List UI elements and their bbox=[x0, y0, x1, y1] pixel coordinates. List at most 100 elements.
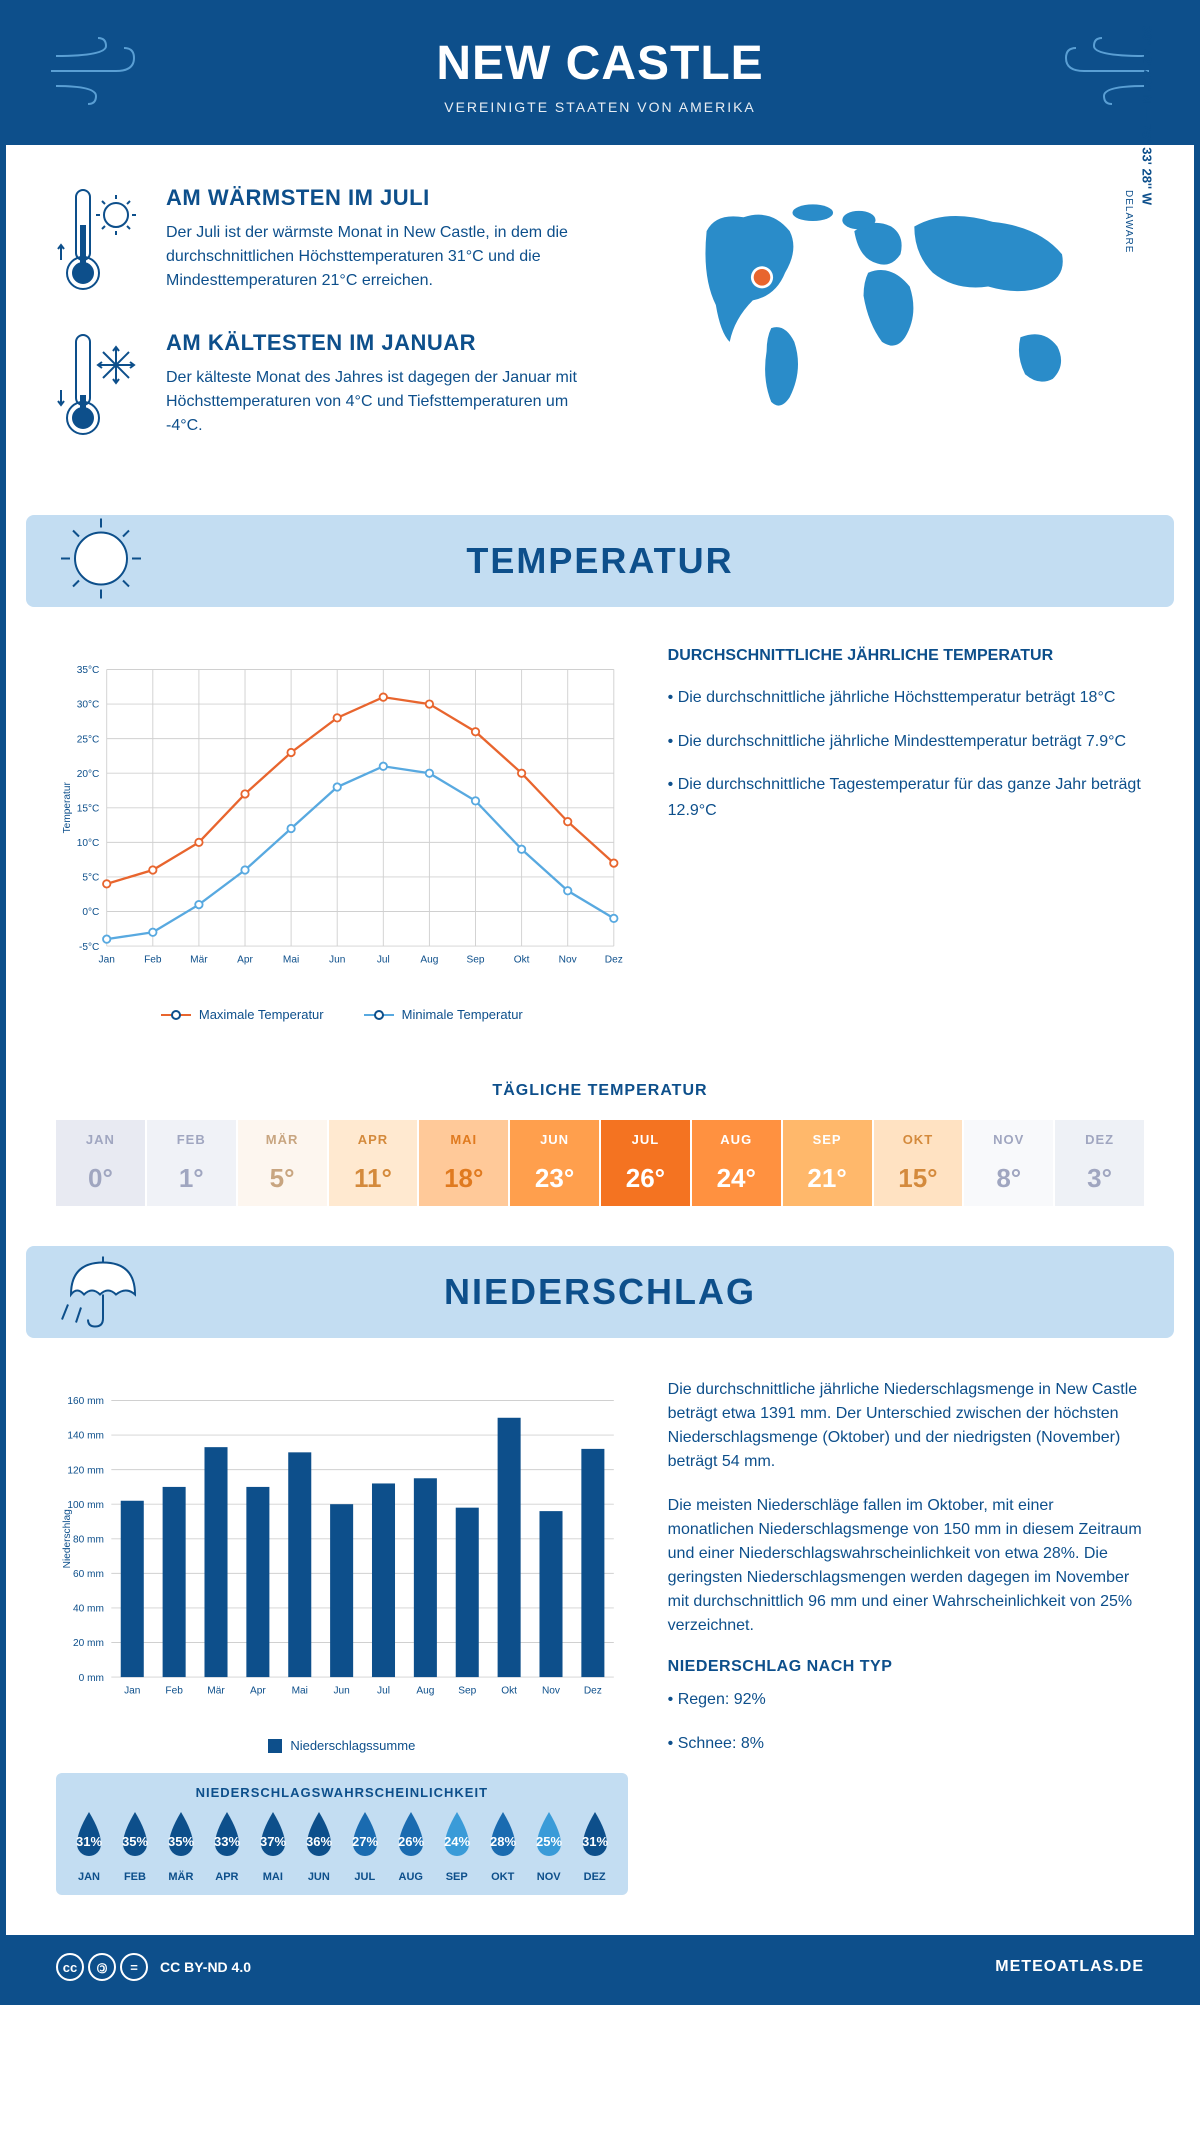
svg-text:Nov: Nov bbox=[559, 955, 578, 966]
svg-text:Okt: Okt bbox=[514, 955, 530, 966]
daily-temp-cell: DEZ3° bbox=[1055, 1120, 1144, 1206]
coordinates: 39° 42' 49'' N — 75° 33' 28'' W bbox=[1139, 26, 1154, 205]
daily-temp-cell: NOV8° bbox=[964, 1120, 1053, 1206]
svg-text:Aug: Aug bbox=[416, 1686, 434, 1697]
svg-text:80 mm: 80 mm bbox=[73, 1534, 104, 1545]
svg-text:0°C: 0°C bbox=[82, 907, 99, 918]
probability-cell: 31%DEZ bbox=[574, 1810, 616, 1883]
svg-text:Jun: Jun bbox=[329, 955, 345, 966]
svg-text:36%: 36% bbox=[306, 1834, 332, 1849]
probability-cell: 35%MÄR bbox=[160, 1810, 202, 1883]
svg-text:33%: 33% bbox=[214, 1834, 240, 1849]
daily-temp-cell: APR11° bbox=[329, 1120, 418, 1206]
warmest-text: Der Juli ist der wärmste Monat in New Ca… bbox=[166, 221, 580, 293]
probability-cell: 26%AUG bbox=[390, 1810, 432, 1883]
svg-text:28%: 28% bbox=[490, 1834, 516, 1849]
precip-type-1: • Regen: 92% bbox=[668, 1688, 1144, 1712]
infographic-container: NEW CASTLE VEREINIGTE STAATEN VON AMERIK… bbox=[0, 0, 1200, 2005]
daily-temp-title: TÄGLICHE TEMPERATUR bbox=[56, 1082, 1144, 1100]
probability-cell: 33%APR bbox=[206, 1810, 248, 1883]
coldest-title: AM KÄLTESTEN IM JANUAR bbox=[166, 330, 580, 356]
svg-text:Nov: Nov bbox=[542, 1686, 561, 1697]
probability-cell: 24%SEP bbox=[436, 1810, 478, 1883]
header: NEW CASTLE VEREINIGTE STAATEN VON AMERIK… bbox=[6, 6, 1194, 145]
svg-text:27%: 27% bbox=[352, 1834, 378, 1849]
svg-text:35°C: 35°C bbox=[77, 665, 100, 676]
svg-text:31%: 31% bbox=[76, 1834, 102, 1849]
svg-text:Mär: Mär bbox=[190, 955, 208, 966]
svg-text:-5°C: -5°C bbox=[79, 942, 99, 953]
svg-text:Dez: Dez bbox=[584, 1686, 602, 1697]
daily-temp-cell: MAI18° bbox=[419, 1120, 508, 1206]
daily-temp-cell: OKT15° bbox=[874, 1120, 963, 1206]
temperature-title: TEMPERATUR bbox=[76, 540, 1124, 582]
svg-text:Niederschlag: Niederschlag bbox=[62, 1509, 73, 1568]
svg-text:10°C: 10°C bbox=[77, 838, 100, 849]
svg-text:100 mm: 100 mm bbox=[67, 1500, 104, 1511]
cc-icons: cc 🄯 = bbox=[56, 1953, 148, 1981]
svg-text:24%: 24% bbox=[444, 1834, 470, 1849]
thermometer-hot-icon bbox=[56, 185, 146, 300]
legend-precip: Niederschlagssumme bbox=[268, 1738, 415, 1753]
precipitation-chart: 0 mm20 mm40 mm60 mm80 mm100 mm120 mm140 … bbox=[56, 1378, 628, 1753]
svg-text:25°C: 25°C bbox=[77, 734, 100, 745]
daily-temp-section: TÄGLICHE TEMPERATUR JAN0°FEB1°MÄR5°APR11… bbox=[6, 1062, 1194, 1246]
coldest-block: AM KÄLTESTEN IM JANUAR Der kälteste Mona… bbox=[56, 330, 580, 445]
temp-bullet-1: • Die durchschnittliche jährliche Höchst… bbox=[668, 685, 1144, 711]
svg-text:Feb: Feb bbox=[144, 955, 162, 966]
svg-text:5°C: 5°C bbox=[82, 873, 99, 884]
umbrella-icon bbox=[56, 1245, 146, 1340]
daily-temp-cell: FEB1° bbox=[147, 1120, 236, 1206]
probability-cell: 25%NOV bbox=[528, 1810, 570, 1883]
svg-text:Jun: Jun bbox=[333, 1686, 349, 1697]
svg-text:37%: 37% bbox=[260, 1834, 286, 1849]
precip-type-title: NIEDERSCHLAG NACH TYP bbox=[668, 1658, 1144, 1676]
warmest-title: AM WÄRMSTEN IM JULI bbox=[166, 185, 580, 211]
svg-text:Jan: Jan bbox=[124, 1686, 140, 1697]
svg-text:26%: 26% bbox=[398, 1834, 424, 1849]
svg-text:Apr: Apr bbox=[250, 1686, 266, 1697]
svg-text:Jan: Jan bbox=[99, 955, 115, 966]
svg-text:40 mm: 40 mm bbox=[73, 1604, 104, 1615]
site-name: METEOATLAS.DE bbox=[995, 1958, 1144, 1976]
svg-text:Sep: Sep bbox=[467, 955, 485, 966]
svg-text:15°C: 15°C bbox=[77, 803, 100, 814]
svg-text:Feb: Feb bbox=[165, 1686, 183, 1697]
svg-text:160 mm: 160 mm bbox=[67, 1396, 104, 1407]
svg-text:35%: 35% bbox=[168, 1834, 194, 1849]
probability-cell: 31%JAN bbox=[68, 1810, 110, 1883]
svg-text:35%: 35% bbox=[122, 1834, 148, 1849]
temp-info-title: DURCHSCHNITTLICHE JÄHRLICHE TEMPERATUR bbox=[668, 647, 1144, 665]
svg-text:Mai: Mai bbox=[292, 1686, 308, 1697]
probability-title: NIEDERSCHLAGSWAHRSCHEINLICHKEIT bbox=[68, 1785, 616, 1800]
svg-text:0 mm: 0 mm bbox=[79, 1673, 104, 1684]
temperature-section-header: TEMPERATUR bbox=[26, 515, 1174, 607]
city-title: NEW CASTLE bbox=[26, 36, 1174, 91]
svg-text:Temperatur: Temperatur bbox=[62, 782, 73, 834]
precip-para-2: Die meisten Niederschläge fallen im Okto… bbox=[668, 1494, 1144, 1638]
warmest-block: AM WÄRMSTEN IM JULI Der Juli ist der wär… bbox=[56, 185, 580, 300]
daily-temp-cell: MÄR5° bbox=[238, 1120, 327, 1206]
svg-text:Sep: Sep bbox=[458, 1686, 476, 1697]
svg-text:Jul: Jul bbox=[377, 1686, 390, 1697]
precip-type-2: • Schnee: 8% bbox=[668, 1732, 1144, 1756]
thermometer-cold-icon bbox=[56, 330, 146, 445]
world-map-icon bbox=[620, 185, 1144, 425]
svg-text:20°C: 20°C bbox=[77, 769, 100, 780]
svg-text:30°C: 30°C bbox=[77, 700, 100, 711]
precipitation-section-header: NIEDERSCHLAG bbox=[26, 1246, 1174, 1338]
svg-text:140 mm: 140 mm bbox=[67, 1431, 104, 1442]
footer: cc 🄯 = CC BY-ND 4.0 METEOATLAS.DE bbox=[6, 1935, 1194, 1999]
probability-cell: 36%JUN bbox=[298, 1810, 340, 1883]
sun-icon bbox=[56, 514, 146, 609]
precipitation-title: NIEDERSCHLAG bbox=[76, 1271, 1124, 1313]
temp-bullet-3: • Die durchschnittliche Tagestemperatur … bbox=[668, 772, 1144, 823]
temperature-chart: -5°C 0°C 5°C 10°C 15°C 20°C 25°C 30°C 35°C Jan Feb… bbox=[56, 647, 628, 1022]
svg-text:60 mm: 60 mm bbox=[73, 1569, 104, 1580]
daily-temp-cell: JUL26° bbox=[601, 1120, 690, 1206]
svg-text:120 mm: 120 mm bbox=[67, 1465, 104, 1476]
svg-text:Mär: Mär bbox=[207, 1686, 225, 1697]
daily-temp-cell: JAN0° bbox=[56, 1120, 145, 1206]
intro-section: AM WÄRMSTEN IM JULI Der Juli ist der wär… bbox=[6, 145, 1194, 515]
precip-para-1: Die durchschnittliche jährliche Niedersc… bbox=[668, 1378, 1144, 1474]
